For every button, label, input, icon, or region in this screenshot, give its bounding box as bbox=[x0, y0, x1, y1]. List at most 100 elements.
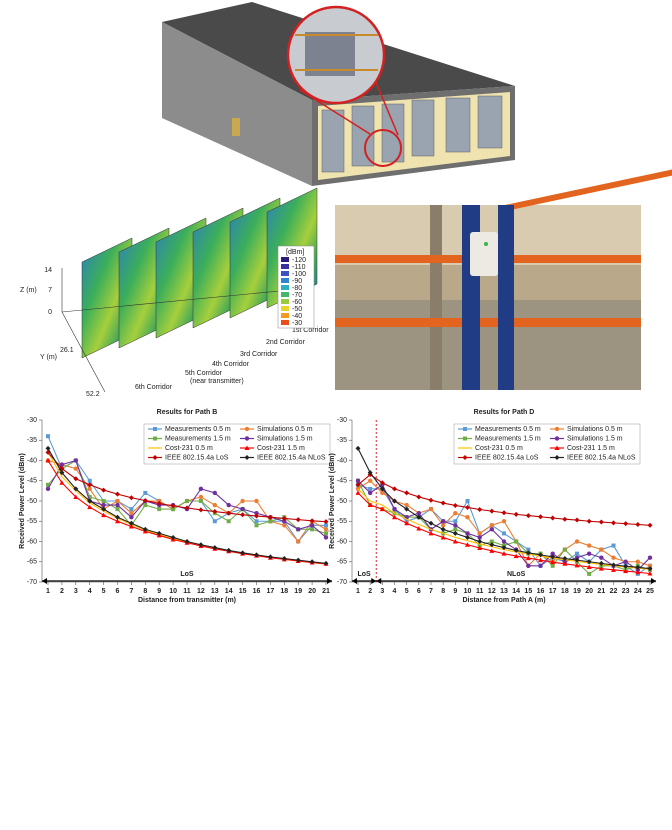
data-point bbox=[115, 499, 119, 503]
data-point bbox=[143, 503, 147, 507]
data-point bbox=[199, 487, 203, 491]
y-tick-label: -70 bbox=[337, 579, 347, 586]
x-tick-label: 3 bbox=[74, 588, 78, 595]
legend-label: Simulations 1.5 m bbox=[257, 435, 313, 442]
x-tick-label: 20 bbox=[308, 588, 316, 595]
data-point bbox=[648, 556, 652, 560]
x-tick-label: 5 bbox=[405, 588, 409, 595]
tick-label: 14 bbox=[44, 267, 52, 274]
data-point bbox=[490, 523, 494, 527]
x-tick-label: 8 bbox=[143, 588, 147, 595]
data-point bbox=[441, 519, 445, 523]
arrow-head bbox=[371, 578, 376, 584]
data-point bbox=[46, 446, 51, 451]
x-tick-label: 17 bbox=[549, 588, 557, 595]
region-label: LoS bbox=[180, 571, 194, 578]
legend-swatch bbox=[281, 299, 289, 304]
data-point bbox=[129, 515, 133, 519]
x-tick-label: 7 bbox=[429, 588, 433, 595]
x-tick-label: 14 bbox=[512, 588, 520, 595]
data-point bbox=[587, 572, 591, 576]
y-tick-label: -65 bbox=[27, 559, 37, 566]
legend-label: -90 bbox=[292, 278, 302, 285]
data-point bbox=[550, 516, 555, 521]
legend-swatch bbox=[281, 271, 289, 276]
x-tick-label: 5 bbox=[102, 588, 106, 595]
data-point bbox=[648, 523, 653, 528]
series-line bbox=[358, 448, 650, 568]
data-point bbox=[185, 499, 189, 503]
x-tick-label: 19 bbox=[573, 588, 581, 595]
legend-marker bbox=[555, 436, 559, 440]
legend-label: Measurements 0.5 m bbox=[475, 426, 541, 433]
series-line bbox=[358, 489, 650, 570]
legend-label: IEEE 802.15.4a NLoS bbox=[567, 454, 636, 461]
legend-marker bbox=[245, 436, 249, 440]
axis-label: Y (m) bbox=[40, 354, 57, 361]
data-point bbox=[465, 515, 469, 519]
data-point bbox=[538, 564, 542, 568]
x-tick-label: 1 bbox=[356, 588, 360, 595]
legend-label: Cost-231 1.5 m bbox=[257, 445, 305, 452]
data-point bbox=[466, 499, 470, 503]
tick-label: 7 bbox=[48, 287, 52, 294]
legend-title: [dBm] bbox=[286, 249, 304, 256]
data-point bbox=[88, 479, 92, 483]
legend-swatch bbox=[281, 306, 289, 311]
legend-marker bbox=[463, 427, 467, 431]
data-point bbox=[611, 556, 615, 560]
legend-label: -30 bbox=[292, 320, 302, 327]
data-point bbox=[453, 511, 457, 515]
legend-marker bbox=[463, 437, 467, 441]
data-point bbox=[368, 487, 372, 491]
x-tick-label: 10 bbox=[464, 588, 472, 595]
legend-label: Measurements 1.5 m bbox=[475, 435, 541, 442]
legend-label: Cost-231 0.5 m bbox=[165, 445, 213, 452]
legend-label: IEEE 802.15.4a LoS bbox=[165, 454, 229, 461]
data-point bbox=[599, 520, 604, 525]
legend-marker bbox=[555, 427, 559, 431]
x-axis-label: Distance from transmitter (m) bbox=[138, 597, 236, 604]
y-tick-label: -45 bbox=[27, 478, 37, 485]
data-point bbox=[575, 539, 579, 543]
x-tick-label: 19 bbox=[294, 588, 302, 595]
legend-label: Simulations 0.5 m bbox=[567, 426, 623, 433]
x-tick-label: 2 bbox=[60, 588, 64, 595]
y-tick-label: -50 bbox=[27, 498, 37, 505]
y-axis-label: Received Power Level (dBm) bbox=[329, 453, 336, 549]
data-point bbox=[417, 511, 421, 515]
data-point bbox=[213, 503, 217, 507]
y-tick-label: -45 bbox=[337, 478, 347, 485]
corridor-label: 2nd Corridor bbox=[266, 339, 306, 346]
slice-plot: Z (m)1470Y (m)26.152.21st Corridor2nd Co… bbox=[20, 188, 329, 398]
data-point bbox=[227, 519, 231, 523]
data-point bbox=[213, 491, 217, 495]
data-point bbox=[612, 544, 616, 548]
x-tick-label: 11 bbox=[476, 588, 484, 595]
figure: UA51015202530102030405060X (m)Y (m)UA510… bbox=[0, 0, 672, 830]
data-point bbox=[199, 499, 203, 503]
data-point bbox=[404, 503, 408, 507]
data-point bbox=[623, 560, 627, 564]
x-tick-label: 3 bbox=[380, 588, 384, 595]
legend-label: IEEE 802.15.4a LoS bbox=[475, 454, 539, 461]
data-point bbox=[477, 531, 481, 535]
data-point bbox=[453, 523, 457, 527]
data-point bbox=[129, 507, 133, 511]
data-point bbox=[429, 507, 433, 511]
x-tick-label: 8 bbox=[441, 588, 445, 595]
x-tick-label: 12 bbox=[197, 588, 205, 595]
data-point bbox=[240, 507, 244, 511]
data-point bbox=[116, 507, 120, 511]
data-point bbox=[129, 495, 134, 500]
corridor-label: 5th Corridor bbox=[185, 370, 223, 377]
data-point bbox=[74, 466, 78, 470]
data-point bbox=[575, 552, 579, 556]
data-point bbox=[356, 479, 360, 483]
x-tick-label: 25 bbox=[646, 588, 654, 595]
y-tick-label: -30 bbox=[337, 417, 347, 424]
data-point bbox=[101, 488, 106, 493]
data-point bbox=[198, 507, 203, 512]
x-tick-label: 24 bbox=[634, 588, 642, 595]
data-point bbox=[324, 535, 328, 539]
